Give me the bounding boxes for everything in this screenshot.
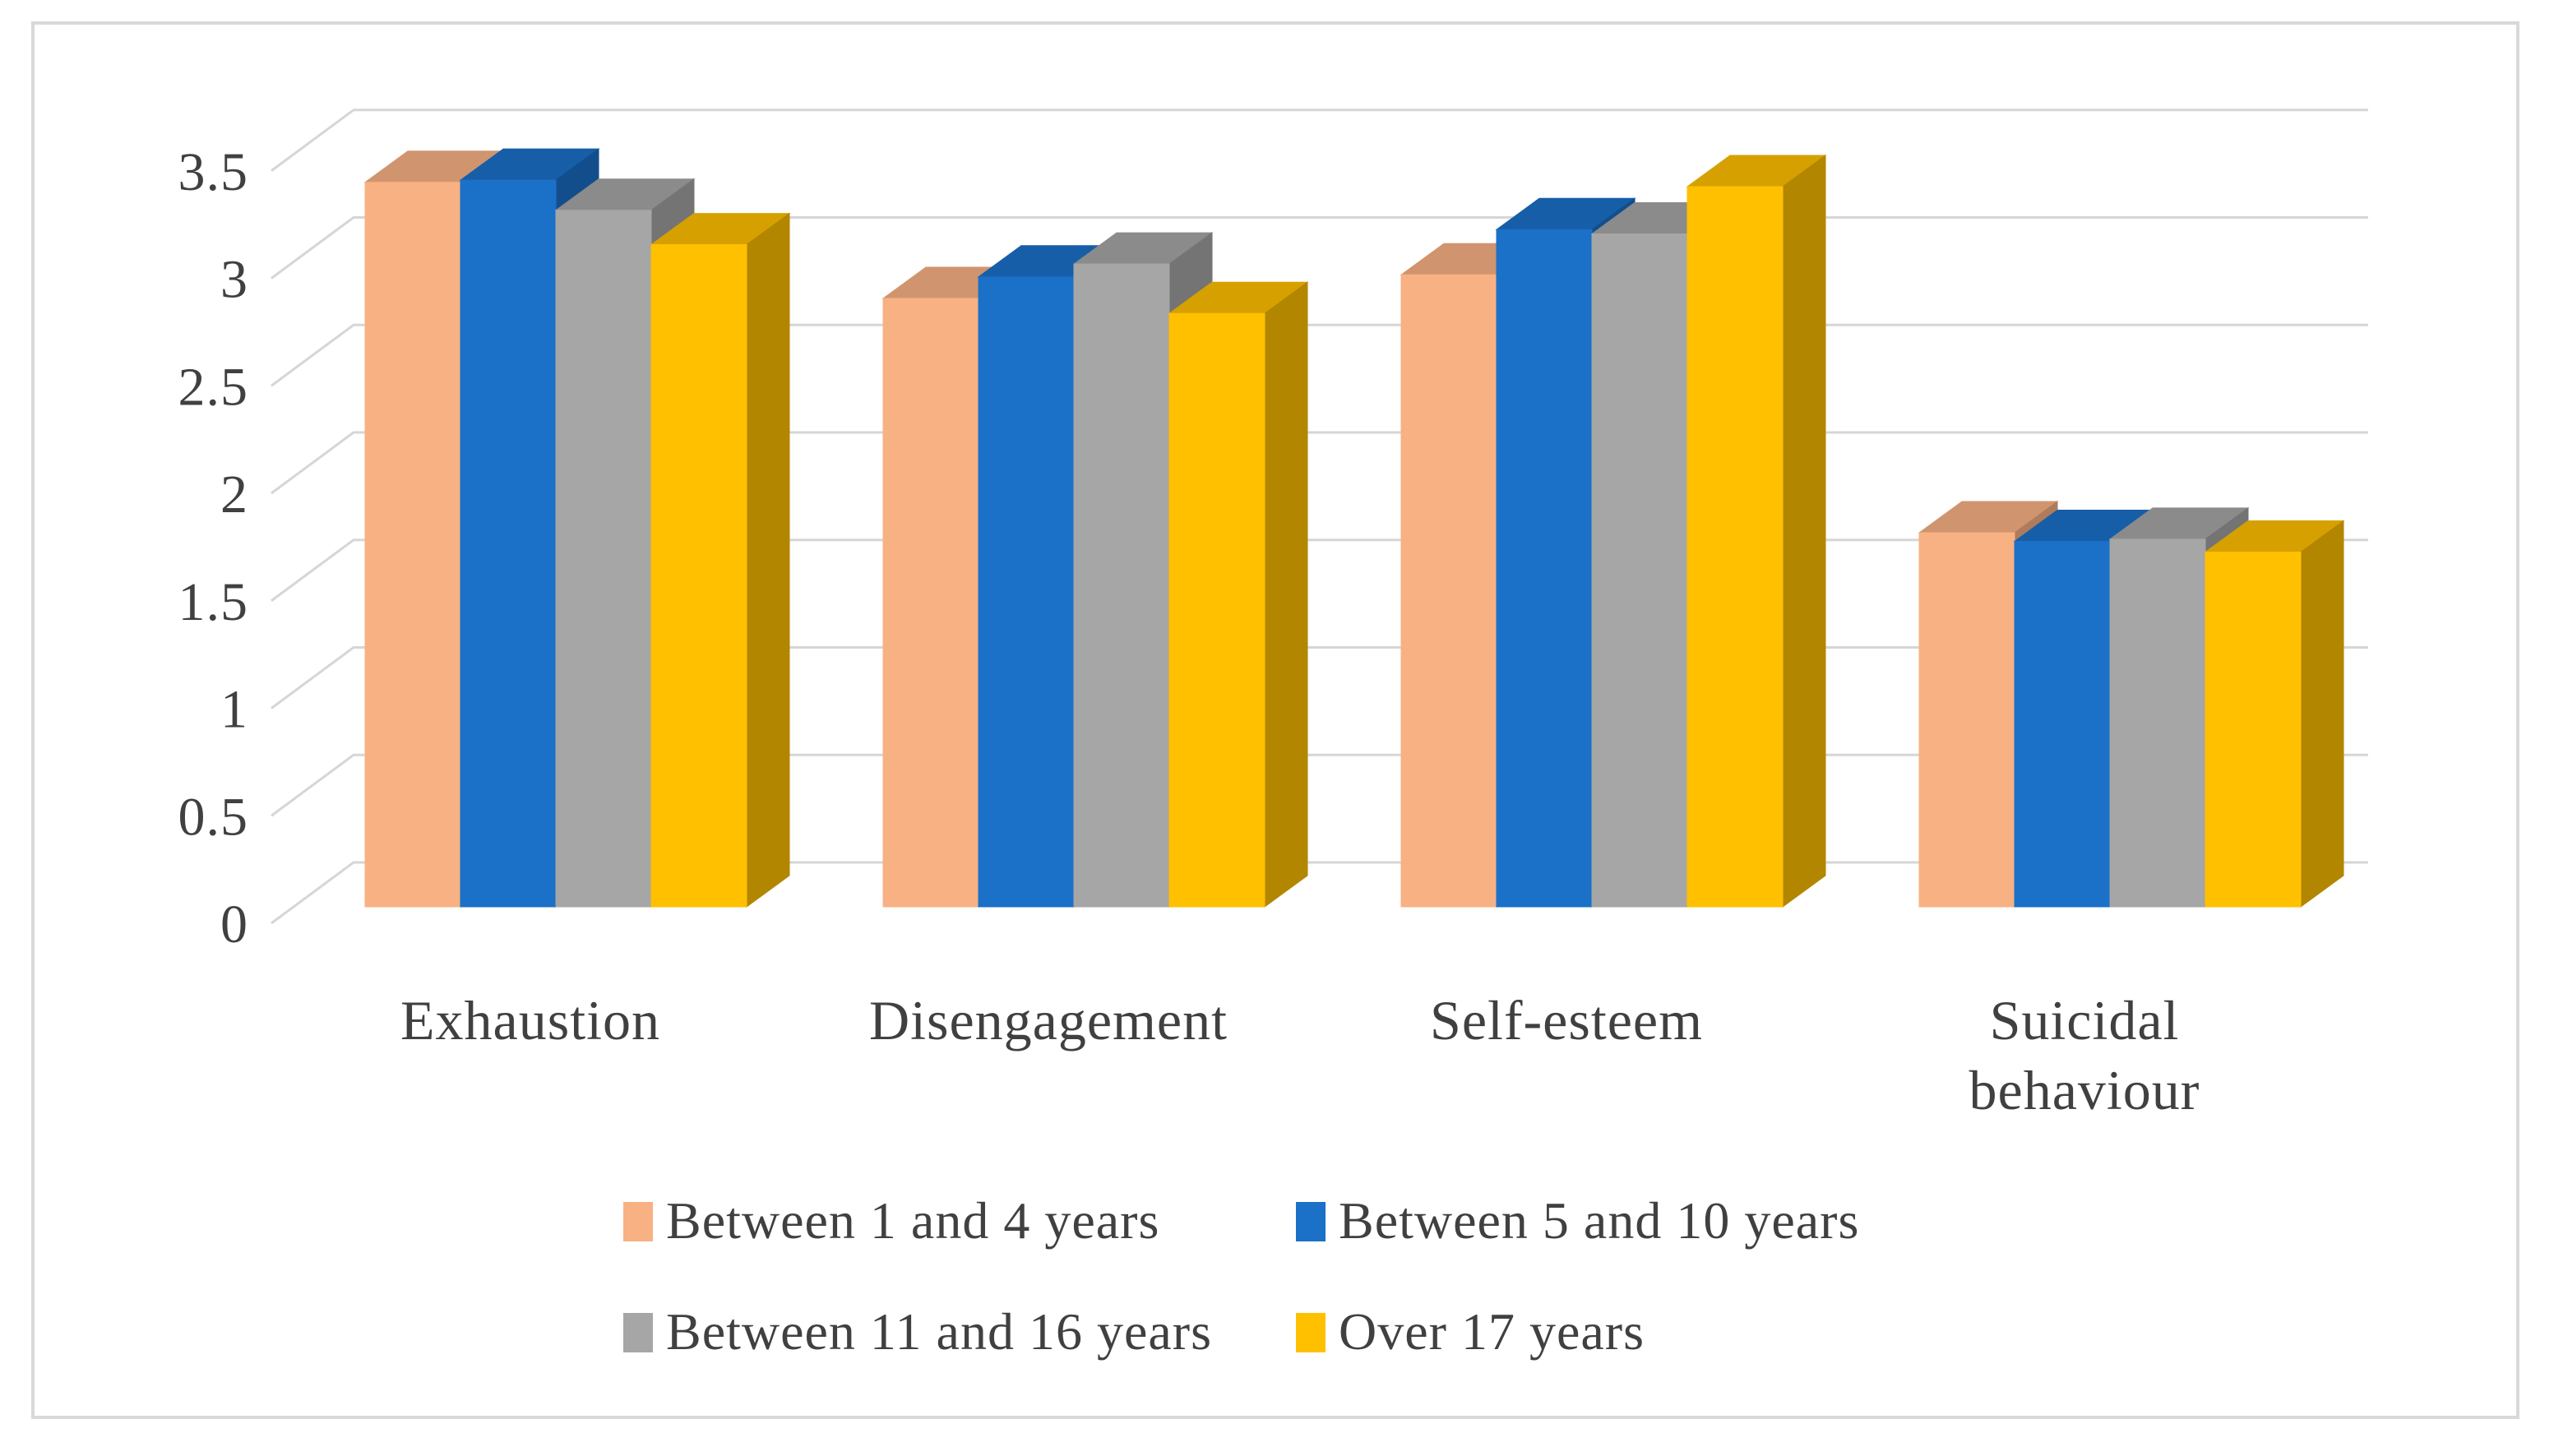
y-tick-label: 1.5 bbox=[178, 572, 249, 632]
category-label: Disengagement bbox=[869, 989, 1228, 1052]
bar-suicidal-behaviour-s1 bbox=[1918, 532, 2015, 908]
y-tick-label: 1 bbox=[220, 680, 248, 740]
category-label: Suicidal bbox=[1990, 989, 2180, 1052]
figure-border bbox=[31, 21, 2519, 1419]
y-tick-label: 2.5 bbox=[178, 357, 249, 417]
bar-self-esteem-s4 bbox=[1686, 186, 1784, 908]
category-label: behaviour bbox=[1969, 1059, 2200, 1121]
bar-suicidal-behaviour-s4 bbox=[2205, 552, 2302, 908]
bar-suicidal-behaviour-s2 bbox=[2014, 540, 2111, 908]
bar-self-esteem-s4-side bbox=[1782, 154, 1826, 908]
y-tick-label: 3.5 bbox=[178, 142, 249, 202]
bar-self-esteem-s2 bbox=[1496, 229, 1593, 908]
category-label: Self-esteem bbox=[1430, 989, 1703, 1052]
category-label: Exhaustion bbox=[400, 989, 660, 1052]
bar-exhaustion-s1 bbox=[364, 182, 461, 908]
bar-disengagement-s2 bbox=[978, 276, 1075, 908]
bar-exhaustion-s2 bbox=[460, 179, 557, 908]
bar-disengagement-s4 bbox=[1168, 312, 1265, 908]
legend-swatch bbox=[1296, 1202, 1326, 1241]
legend-swatch bbox=[1296, 1313, 1326, 1352]
y-tick-label: 0.5 bbox=[178, 787, 249, 847]
gridline bbox=[271, 109, 2368, 172]
legend-label: Between 5 and 10 years bbox=[1339, 1191, 1859, 1250]
y-tick-label: 0 bbox=[220, 894, 248, 954]
bar-disengagement-s1 bbox=[882, 298, 979, 908]
legend-label: Between 1 and 4 years bbox=[666, 1191, 1159, 1250]
legend-swatch bbox=[623, 1313, 653, 1352]
bar-exhaustion-s3 bbox=[555, 210, 652, 908]
bar-disengagement-s3 bbox=[1073, 263, 1170, 908]
bar-self-esteem-s1 bbox=[1400, 274, 1497, 908]
bar-exhaustion-s4 bbox=[650, 244, 747, 908]
bar-disengagement-s4-side bbox=[1264, 281, 1308, 908]
legend-label: Over 17 years bbox=[1339, 1302, 1645, 1361]
bar-suicidal-behaviour-s3 bbox=[2109, 538, 2206, 908]
bar-exhaustion-s4-side bbox=[746, 212, 790, 908]
bar-self-esteem-s3 bbox=[1591, 233, 1688, 908]
y-tick-label: 3 bbox=[220, 250, 248, 310]
legend-label: Between 11 and 16 years bbox=[666, 1302, 1212, 1361]
bar-suicidal-behaviour-s4-side bbox=[2300, 520, 2344, 908]
y-tick-label: 2 bbox=[220, 465, 248, 525]
legend-swatch bbox=[623, 1202, 653, 1241]
